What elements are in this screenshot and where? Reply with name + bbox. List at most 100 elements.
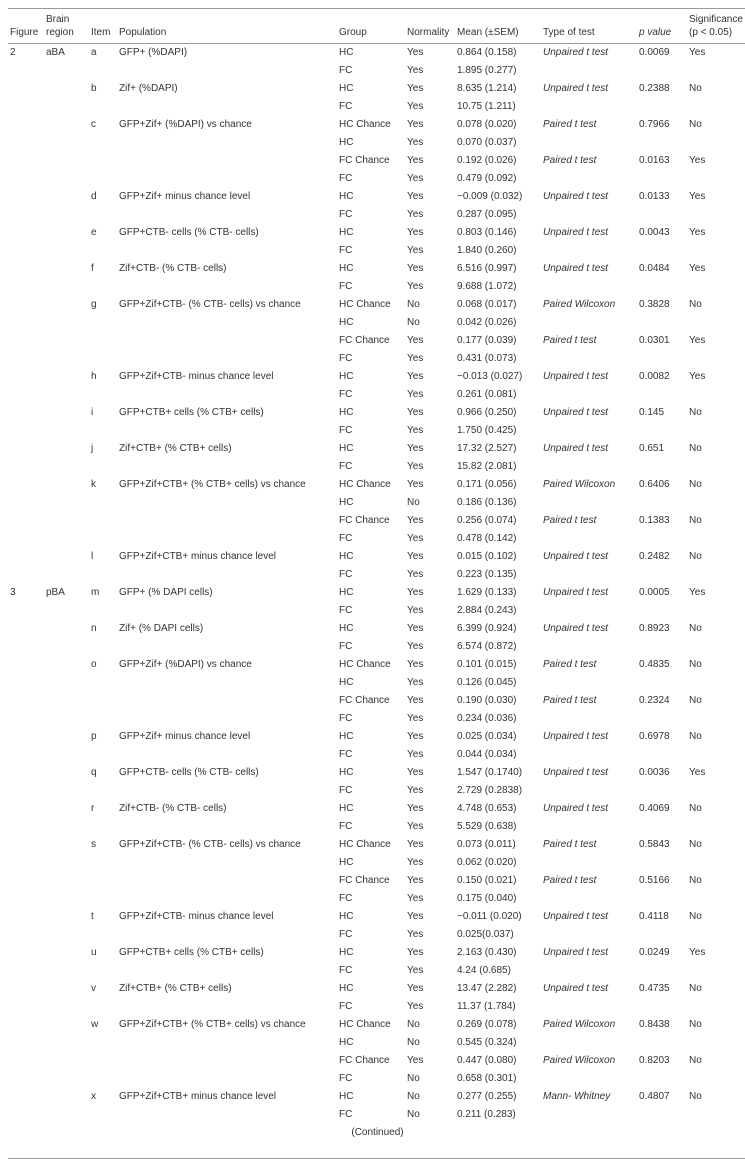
cell-item	[89, 692, 117, 710]
cell-pvalue	[637, 782, 687, 800]
cell-mean: 0.070 (0.037)	[455, 134, 541, 152]
cell-figure	[8, 1052, 44, 1070]
cell-item	[89, 512, 117, 530]
table-row: FCYes0.025(0.037)	[8, 926, 745, 944]
cell-population: GFP+Zif+CTB+ (% CTB+ cells) vs chance	[117, 476, 337, 494]
cell-region	[44, 206, 89, 224]
cell-test	[541, 1070, 637, 1088]
cell-population: GFP+Zif+CTB+ minus chance level	[117, 548, 337, 566]
cell-figure	[8, 152, 44, 170]
cell-region	[44, 998, 89, 1016]
cell-group: FC	[337, 278, 405, 296]
cell-sig: Yes	[687, 584, 745, 602]
cell-figure	[8, 368, 44, 386]
cell-mean: 0.256 (0.074)	[455, 512, 541, 530]
cell-group: HC	[337, 80, 405, 98]
cell-figure	[8, 386, 44, 404]
cell-normality: Yes	[405, 278, 455, 296]
cell-population	[117, 170, 337, 188]
table-row: oGFP+Zif+ (%DAPI) vs chanceHC ChanceYes0…	[8, 656, 745, 674]
table-row: FCYes0.044 (0.034)	[8, 746, 745, 764]
cell-group: FC	[337, 98, 405, 116]
cell-group: FC	[337, 890, 405, 908]
cell-normality: Yes	[405, 422, 455, 440]
cell-mean: 15.82 (2.081)	[455, 458, 541, 476]
cell-pvalue	[637, 602, 687, 620]
cell-sig: No	[687, 800, 745, 818]
cell-pvalue: 0.0036	[637, 764, 687, 782]
cell-normality: Yes	[405, 134, 455, 152]
cell-sig: Yes	[687, 368, 745, 386]
cell-test: Unpaired t test	[541, 80, 637, 98]
cell-region	[44, 530, 89, 548]
cell-test	[541, 206, 637, 224]
cell-population	[117, 962, 337, 980]
cell-mean: 0.171 (0.056)	[455, 476, 541, 494]
cell-figure	[8, 908, 44, 926]
table-row: FCYes6.574 (0.872)	[8, 638, 745, 656]
cell-population	[117, 602, 337, 620]
cell-region: pBA	[44, 584, 89, 602]
continued-label: (Continued)	[8, 1124, 745, 1142]
col-figure: Figure	[8, 9, 44, 44]
cell-group: FC Chance	[337, 332, 405, 350]
cell-group: HC	[337, 584, 405, 602]
cell-mean: 0.062 (0.020)	[455, 854, 541, 872]
cell-sig	[687, 242, 745, 260]
cell-population	[117, 710, 337, 728]
cell-sig	[687, 350, 745, 368]
cell-group: HC	[337, 134, 405, 152]
cell-figure	[8, 278, 44, 296]
cell-pvalue: 0.2324	[637, 692, 687, 710]
cell-sig	[687, 98, 745, 116]
cell-test	[541, 998, 637, 1016]
cell-group: HC	[337, 944, 405, 962]
cell-pvalue	[637, 926, 687, 944]
cell-item	[89, 422, 117, 440]
col-group: Group	[337, 9, 405, 44]
cell-region	[44, 314, 89, 332]
cell-normality: Yes	[405, 566, 455, 584]
cell-population	[117, 206, 337, 224]
cell-figure	[8, 566, 44, 584]
table-row: uGFP+CTB+ cells (% CTB+ cells)HCYes2.163…	[8, 944, 745, 962]
cell-mean: 0.015 (0.102)	[455, 548, 541, 566]
cell-group: HC	[337, 728, 405, 746]
cell-population: GFP+ (%DAPI)	[117, 44, 337, 63]
table-row: rZif+CTB- (% CTB- cells)HCYes4.748 (0.65…	[8, 800, 745, 818]
cell-figure	[8, 494, 44, 512]
cell-test	[541, 962, 637, 980]
cell-sig	[687, 1070, 745, 1088]
cell-figure	[8, 674, 44, 692]
table-row: FCYes15.82 (2.081)	[8, 458, 745, 476]
cell-sig: No	[687, 656, 745, 674]
cell-item: v	[89, 980, 117, 998]
cell-mean: 0.269 (0.078)	[455, 1016, 541, 1034]
cell-pvalue	[637, 674, 687, 692]
cell-population: Zif+CTB+ (% CTB+ cells)	[117, 440, 337, 458]
cell-test	[541, 62, 637, 80]
cell-sig: No	[687, 116, 745, 134]
table-row: HCYes0.070 (0.037)	[8, 134, 745, 152]
cell-population	[117, 746, 337, 764]
cell-test	[541, 674, 637, 692]
cell-group: HC	[337, 854, 405, 872]
cell-population	[117, 152, 337, 170]
cell-sig	[687, 1034, 745, 1052]
cell-region	[44, 836, 89, 854]
cell-figure	[8, 242, 44, 260]
cell-figure	[8, 314, 44, 332]
cell-sig	[687, 170, 745, 188]
cell-group: FC	[337, 962, 405, 980]
cell-test: Paired t test	[541, 656, 637, 674]
cell-test: Paired t test	[541, 332, 637, 350]
cell-figure	[8, 1016, 44, 1034]
cell-population	[117, 422, 337, 440]
cell-population: GFP+Zif+CTB- (% CTB- cells) vs chance	[117, 836, 337, 854]
table-row: FCYes2.884 (0.243)	[8, 602, 745, 620]
cell-figure	[8, 1088, 44, 1106]
cell-sig	[687, 530, 745, 548]
cell-mean: 6.574 (0.872)	[455, 638, 541, 656]
cell-normality: Yes	[405, 98, 455, 116]
cell-item: d	[89, 188, 117, 206]
